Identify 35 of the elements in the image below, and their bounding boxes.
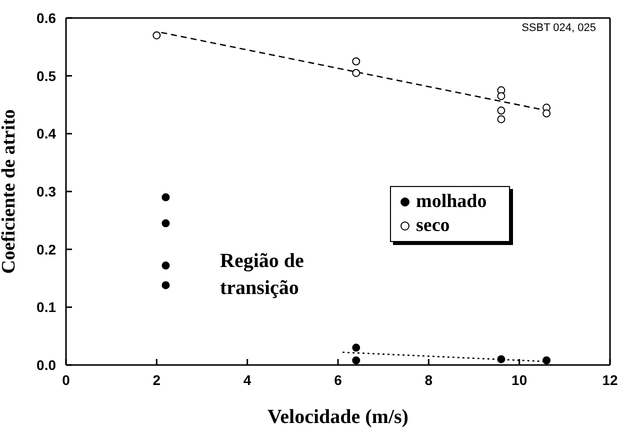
y-tick-label: 0.4 [36, 126, 56, 142]
x-axis-title: Velocidade (m/s) [268, 406, 408, 428]
legend-label: molhado [416, 190, 487, 214]
y-tick-label: 0.0 [36, 356, 56, 373]
point [352, 344, 360, 352]
annotation: SSBT 024, 025 [522, 22, 596, 34]
point [152, 31, 161, 40]
point [162, 262, 170, 270]
x-tick-label: 6 [334, 372, 342, 388]
legend-label: seco [416, 214, 450, 238]
point [542, 356, 551, 364]
annotation: Região de transição [220, 249, 304, 301]
y-axis-title: Coeficiente de atrito [0, 109, 20, 274]
x-tick-label: 10 [512, 372, 528, 388]
y-tick-label: 0.1 [36, 299, 56, 316]
y-tick-label: 0.5 [36, 68, 56, 84]
point [352, 68, 360, 77]
y-tick-label: 0.6 [36, 10, 56, 26]
x-tick-label: 0 [62, 372, 70, 388]
x-tick-label: 12 [602, 372, 618, 388]
point [352, 57, 360, 66]
x-tick-label: 8 [424, 372, 433, 388]
point [542, 109, 551, 118]
point [497, 106, 506, 115]
point [497, 115, 506, 124]
point [497, 355, 506, 364]
x-tick-label: 2 [152, 372, 161, 388]
point [162, 219, 170, 228]
x-tick-label: 4 [243, 372, 252, 388]
y-tick-label: 0.3 [36, 183, 56, 200]
point [497, 92, 506, 100]
point [352, 356, 360, 364]
point [162, 281, 170, 290]
point [162, 193, 170, 202]
y-tick-label: 0.2 [36, 241, 56, 258]
